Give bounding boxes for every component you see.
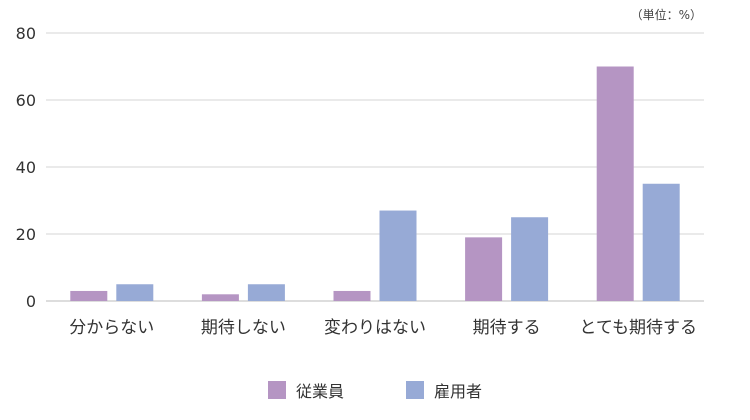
bar-employer: [511, 217, 549, 301]
legend-item-employee: 従業員: [267, 378, 344, 402]
y-axis: 0 20 40 60 80: [16, 24, 36, 311]
legend-label-employer: 雇用者: [434, 382, 483, 401]
x-tick-label: 期待しない: [201, 318, 286, 338]
bar-employee: [596, 66, 634, 301]
y-tick-label: 60: [16, 91, 36, 110]
x-axis: 分からない 期待しない 変わりはない 期待する とても期待する: [69, 318, 697, 338]
x-tick-label: 変わりはない: [324, 318, 426, 338]
y-tick-label: 0: [26, 292, 36, 311]
chart-bars: [70, 66, 680, 301]
y-tick-label: 40: [16, 158, 36, 177]
legend-swatch-employer: [406, 381, 424, 399]
unit-note: （単位：%）: [630, 8, 702, 22]
legend-swatch-employee: [267, 381, 286, 399]
legend-item-employer: 雇用者: [406, 378, 482, 402]
bar-employee: [70, 290, 108, 301]
y-tick-label: 80: [16, 24, 36, 43]
legend-label-employee: 従業員: [295, 382, 344, 401]
chart-legend: 従業員 雇用者: [0, 378, 750, 402]
bar-employer: [116, 284, 154, 301]
x-tick-label: 分からない: [69, 318, 154, 338]
x-tick-label: とても期待する: [579, 318, 697, 338]
chart-gridlines: [46, 32, 704, 302]
bar-employee: [465, 237, 503, 301]
y-tick-label: 20: [16, 225, 36, 244]
bar-employee: [333, 290, 371, 301]
bar-employee: [201, 294, 239, 301]
bar-employer: [642, 183, 680, 301]
bar-employer: [247, 284, 285, 301]
x-tick-label: 期待する: [473, 318, 541, 338]
bar-employer: [379, 210, 417, 301]
